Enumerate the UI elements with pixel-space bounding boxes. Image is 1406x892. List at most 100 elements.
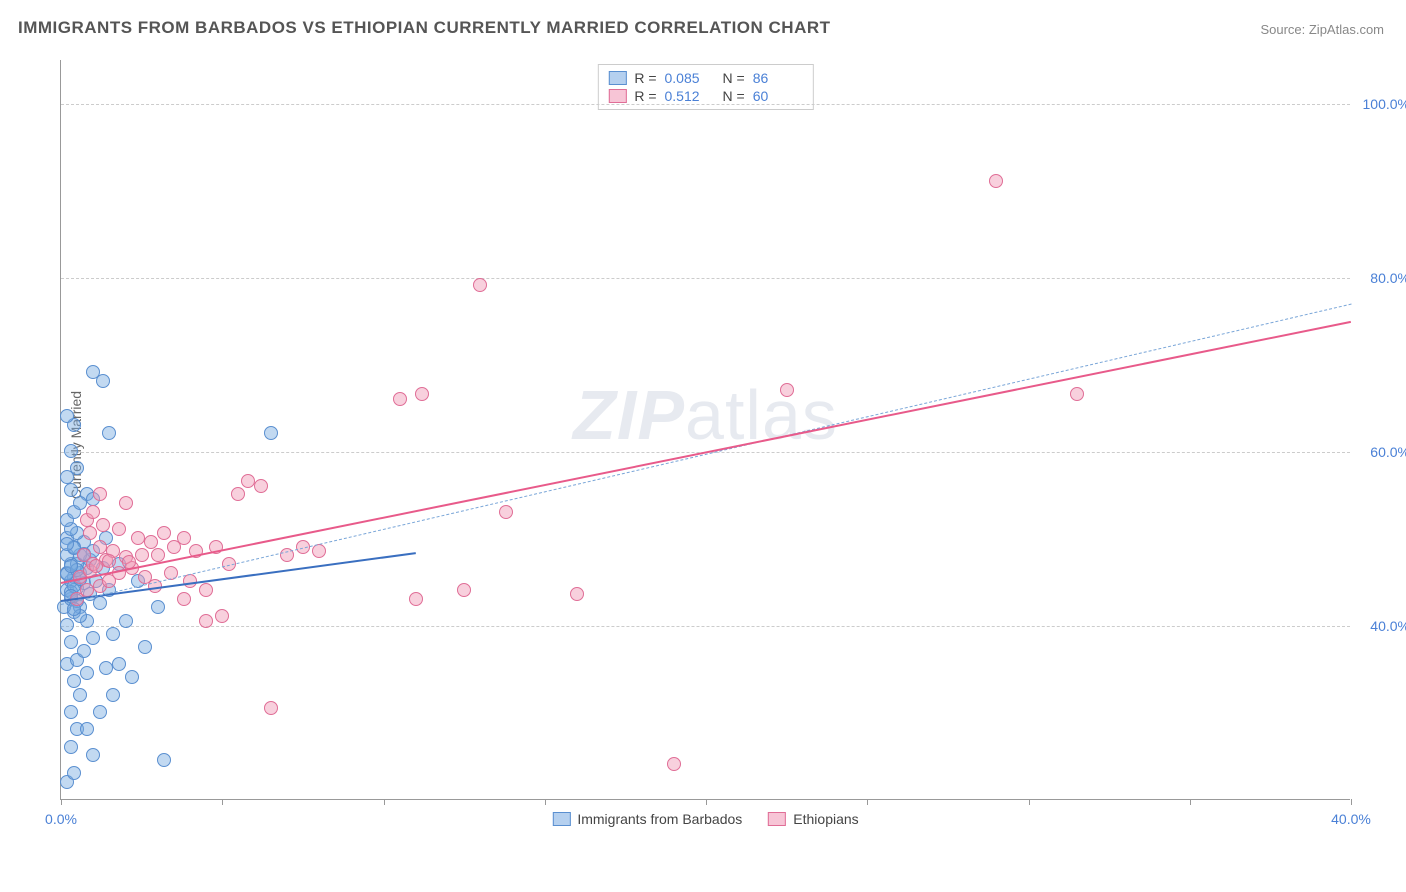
scatter-point	[99, 661, 113, 675]
scatter-point	[254, 479, 268, 493]
scatter-point	[67, 674, 81, 688]
scatter-point	[73, 496, 87, 510]
trend-line	[61, 321, 1351, 584]
scatter-point	[64, 705, 78, 719]
legend-item: Immigrants from Barbados	[552, 811, 742, 827]
x-tick	[61, 799, 62, 805]
scatter-point	[106, 688, 120, 702]
legend-series: Immigrants from Barbados Ethiopians	[552, 811, 858, 827]
x-tick	[1190, 799, 1191, 805]
scatter-point	[80, 722, 94, 736]
watermark: ZIPatlas	[573, 375, 838, 455]
scatter-point	[138, 640, 152, 654]
scatter-point	[83, 526, 97, 540]
chart-area: Currently Married ZIPatlas R =0.085N =86…	[50, 60, 1385, 830]
scatter-point	[86, 631, 100, 645]
gridline-h	[61, 278, 1350, 279]
scatter-point	[93, 540, 107, 554]
scatter-point	[89, 559, 103, 573]
scatter-point	[215, 609, 229, 623]
gridline-h	[61, 626, 1350, 627]
scatter-point	[86, 748, 100, 762]
legend-label: Ethiopians	[793, 811, 858, 827]
scatter-point	[415, 387, 429, 401]
legend-n-label: N =	[723, 70, 745, 86]
legend-n-value: 60	[753, 88, 803, 104]
scatter-point	[780, 383, 794, 397]
scatter-point	[93, 705, 107, 719]
scatter-point	[409, 592, 423, 606]
x-tick	[384, 799, 385, 805]
scatter-point	[77, 548, 91, 562]
scatter-point	[264, 426, 278, 440]
x-tick	[222, 799, 223, 805]
trend-line	[61, 304, 1351, 605]
scatter-point	[106, 627, 120, 641]
legend-r-value: 0.512	[665, 88, 715, 104]
scatter-point	[112, 522, 126, 536]
scatter-point	[64, 444, 78, 458]
scatter-point	[86, 365, 100, 379]
scatter-point	[73, 688, 87, 702]
legend-swatch	[552, 812, 570, 826]
scatter-point	[93, 487, 107, 501]
scatter-point	[64, 635, 78, 649]
y-tick-label: 60.0%	[1370, 444, 1406, 460]
scatter-point	[60, 537, 74, 551]
source-attribution: Source: ZipAtlas.com	[1260, 22, 1384, 37]
scatter-point	[157, 753, 171, 767]
scatter-point	[135, 548, 149, 562]
scatter-point	[157, 526, 171, 540]
x-tick	[1029, 799, 1030, 805]
scatter-point	[667, 757, 681, 771]
scatter-point	[80, 666, 94, 680]
legend-r-label: R =	[634, 88, 656, 104]
scatter-point	[177, 531, 191, 545]
scatter-point	[241, 474, 255, 488]
scatter-point	[102, 426, 116, 440]
scatter-point	[67, 766, 81, 780]
y-tick-label: 80.0%	[1370, 270, 1406, 286]
legend-r-label: R =	[634, 70, 656, 86]
legend-item: Ethiopians	[768, 811, 858, 827]
scatter-point	[177, 592, 191, 606]
scatter-point	[473, 278, 487, 292]
scatter-point	[231, 487, 245, 501]
gridline-h	[61, 104, 1350, 105]
watermark-bold: ZIP	[573, 376, 685, 454]
x-tick	[706, 799, 707, 805]
legend-label: Immigrants from Barbados	[577, 811, 742, 827]
x-tick	[545, 799, 546, 805]
scatter-point	[393, 392, 407, 406]
chart-title: IMMIGRANTS FROM BARBADOS VS ETHIOPIAN CU…	[18, 18, 831, 38]
legend-row: R = 0.085 N = 86	[608, 69, 802, 87]
scatter-point	[60, 618, 74, 632]
scatter-point	[96, 518, 110, 532]
scatter-point	[264, 701, 278, 715]
x-tick	[1351, 799, 1352, 805]
scatter-point	[64, 483, 78, 497]
legend-n-value: 86	[753, 70, 803, 86]
scatter-point	[144, 535, 158, 549]
legend-n-label: N =	[723, 88, 745, 104]
y-tick-label: 40.0%	[1370, 618, 1406, 634]
y-tick-label: 100.0%	[1363, 96, 1406, 112]
scatter-point	[1070, 387, 1084, 401]
x-tick-label: 0.0%	[45, 811, 77, 827]
legend-swatch	[768, 812, 786, 826]
legend-r-value: 0.085	[665, 70, 715, 86]
scatter-point	[70, 461, 84, 475]
scatter-point	[112, 657, 126, 671]
scatter-point	[151, 548, 165, 562]
scatter-point	[151, 600, 165, 614]
x-tick-label: 40.0%	[1331, 811, 1371, 827]
plot-region: ZIPatlas R =0.085N =86R =0.512N =60 Immi…	[60, 60, 1350, 800]
scatter-point	[570, 587, 584, 601]
scatter-point	[199, 583, 213, 597]
scatter-point	[499, 505, 513, 519]
legend-swatch	[608, 89, 626, 103]
scatter-point	[457, 583, 471, 597]
scatter-point	[102, 554, 116, 568]
scatter-point	[119, 496, 133, 510]
x-tick	[867, 799, 868, 805]
